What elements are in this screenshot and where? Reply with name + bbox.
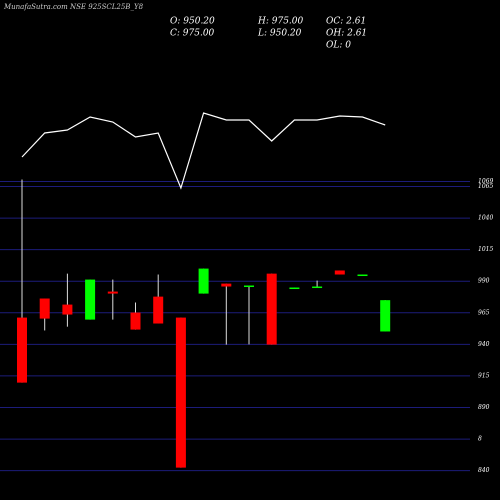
- ohlc-info: O: 950.20: [170, 17, 215, 27]
- y-tick-label: 1040: [478, 215, 493, 222]
- y-tick-label: 1069: [478, 178, 493, 185]
- indicator-line: [21, 112, 386, 190]
- candle-body: [62, 304, 73, 315]
- candle-body: [39, 298, 50, 319]
- candle-body: [85, 279, 96, 320]
- y-tick-label: 840: [478, 467, 490, 474]
- ohlc-info: OH: 2.61: [326, 29, 367, 39]
- candle-body: [17, 317, 27, 383]
- y-tick-label: 940: [478, 341, 490, 348]
- candle-body: [107, 291, 118, 294]
- y-tick-label: 890: [478, 404, 490, 411]
- candle-body: [357, 274, 368, 277]
- candle-body: [153, 296, 164, 324]
- ohlc-info: C: 975.00: [170, 29, 215, 39]
- candle-body: [334, 270, 345, 275]
- chart-title: MunafaSutra.com NSE 925SCL25B_Y8: [3, 3, 144, 11]
- ohlc-info: H: 975.00: [257, 17, 304, 27]
- candle-body: [266, 273, 277, 345]
- ohlc-info: OL: 0: [326, 41, 351, 51]
- candle-body: [198, 268, 209, 294]
- candle-body: [221, 283, 232, 287]
- y-tick-label: 1065: [478, 183, 493, 190]
- candle-body: [130, 312, 141, 330]
- candle-body: [289, 287, 300, 290]
- y-tick-label: 965: [478, 309, 490, 316]
- y-tick-label: 1015: [478, 246, 493, 253]
- y-tick-label: 915: [478, 372, 490, 379]
- candle-body: [380, 300, 391, 332]
- candle-body: [244, 285, 254, 288]
- y-tick-label: 8: [478, 436, 482, 443]
- ohlc-info: L: 950.20: [257, 29, 302, 39]
- candle-body: [175, 317, 186, 468]
- candle-body: [312, 286, 323, 289]
- y-tick-label: 990: [478, 278, 490, 285]
- ohlc-info: OC: 2.61: [326, 17, 366, 27]
